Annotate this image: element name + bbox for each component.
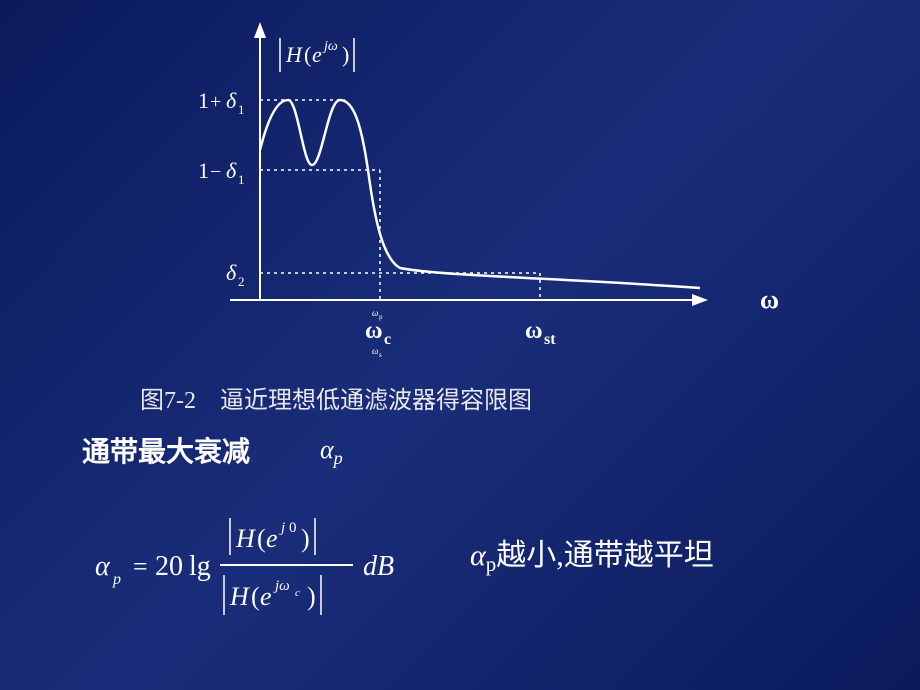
small-ws-sub: s (379, 351, 382, 359)
comment-text: αp越小,通带越平坦 (470, 530, 714, 577)
svg-text:(: ( (304, 42, 311, 67)
xtick-wst: ω st (525, 318, 556, 348)
svg-text:(: ( (251, 582, 260, 611)
ytick-delta2: δ 2 (226, 260, 245, 289)
formula-numerator: H ( e j 0 ) (230, 518, 315, 555)
small-ws: ω (372, 346, 378, 356)
svg-text:): ) (307, 582, 316, 611)
formula: α p = 20 lg H ( e j 0 ) H ( e jω c ) (95, 500, 395, 620)
comment-alpha: α (470, 539, 486, 572)
alpha-p-symbol-1: αp (320, 435, 343, 469)
svg-text:jω: jω (273, 578, 290, 594)
formula-unit: dB (363, 551, 394, 582)
svg-text:1: 1 (198, 88, 209, 113)
passband-attenuation-label: 通带最大衰减 (82, 430, 250, 470)
small-wp: ω (372, 308, 378, 318)
svg-text:δ: δ (226, 88, 237, 113)
svg-text:j: j (279, 520, 285, 536)
svg-text:H: H (235, 524, 256, 553)
svg-text:e: e (260, 582, 272, 611)
comment-tail: 越小,通带越平坦 (496, 539, 714, 572)
svg-text:δ: δ (226, 158, 237, 183)
svg-text:e: e (312, 42, 322, 67)
formula-eq: = (133, 552, 148, 581)
response-curve (260, 100, 700, 288)
svg-text:δ: δ (226, 260, 237, 285)
formula-20: 20 (155, 551, 183, 582)
alpha-sub: p (334, 448, 343, 468)
y-axis-label: H ( e jω ) (280, 38, 354, 72)
svg-text:e: e (266, 524, 278, 553)
ytick-1minus: 1 − δ 1 (198, 158, 245, 187)
formula-lhs-sub: p (112, 571, 121, 588)
xtick-wc: ω c (365, 318, 391, 348)
svg-text:H: H (229, 582, 250, 611)
svg-text:): ) (301, 524, 310, 553)
svg-text:(: ( (257, 524, 266, 553)
svg-text:st: st (544, 331, 556, 348)
alpha-char: α (320, 435, 334, 464)
figure-caption: 图7-2 逼近理想低通滤波器得容限图 (140, 380, 532, 415)
svg-text:1: 1 (198, 158, 209, 183)
svg-text:ω: ω (525, 318, 543, 344)
svg-text:jω: jω (322, 39, 338, 54)
formula-lg: lg (189, 551, 211, 582)
svg-text:ω: ω (365, 318, 383, 344)
comment-alpha-sub: p (486, 552, 497, 576)
svg-text:H: H (285, 42, 303, 67)
svg-text:1: 1 (238, 102, 245, 117)
svg-text:c: c (384, 331, 391, 348)
dash-lines (260, 100, 540, 300)
svg-text:c: c (295, 587, 300, 599)
svg-text:1: 1 (238, 172, 245, 187)
formula-lhs-alpha: α (95, 551, 111, 582)
svg-text:0: 0 (289, 520, 297, 536)
svg-text:2: 2 (238, 274, 245, 289)
x-axis-label: ω (760, 285, 779, 314)
formula-denominator: H ( e jω c ) (224, 575, 321, 615)
x-axis-arrow (692, 294, 708, 306)
svg-text:): ) (342, 42, 349, 67)
filter-tolerance-chart: H ( e jω ) 1 + δ 1 1 − δ 1 δ 2 ω ω p ω (140, 20, 820, 340)
svg-text:−: − (210, 161, 221, 183)
ytick-1plus: 1 + δ 1 (198, 88, 245, 117)
svg-text:+: + (210, 91, 221, 113)
chart-svg: H ( e jω ) 1 + δ 1 1 − δ 1 δ 2 ω ω p ω (140, 20, 820, 360)
y-axis-arrow (254, 22, 266, 38)
